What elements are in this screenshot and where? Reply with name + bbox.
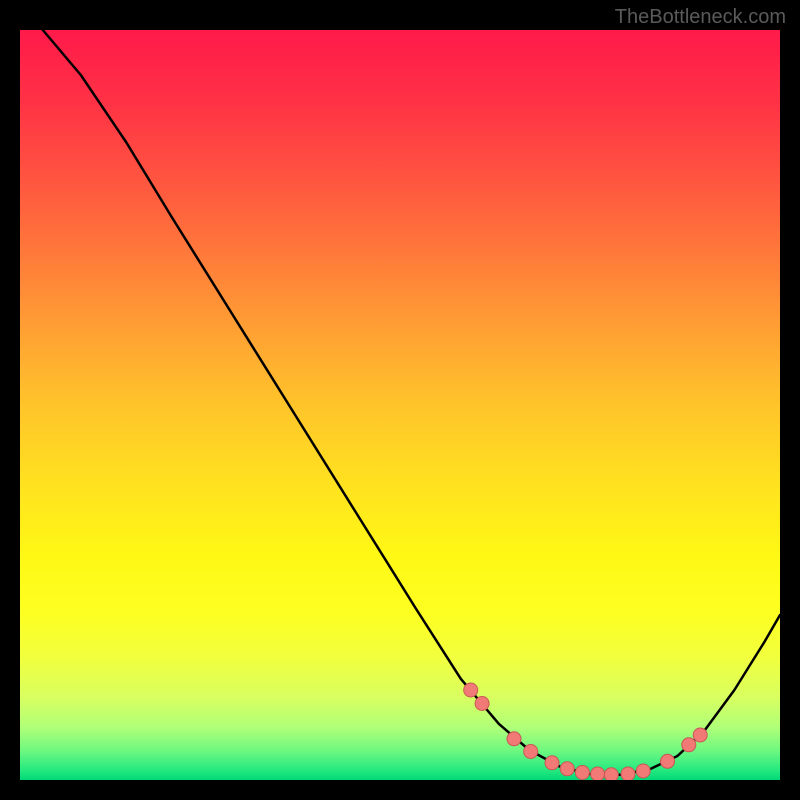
marker-point <box>575 766 589 780</box>
marker-point <box>621 767 635 780</box>
bottleneck-curve <box>43 30 780 775</box>
marker-point <box>591 767 605 780</box>
marker-point <box>464 683 478 697</box>
marker-point <box>604 768 618 780</box>
marker-point <box>636 764 650 778</box>
watermark-text: TheBottleneck.com <box>615 6 786 29</box>
marker-point <box>661 754 675 768</box>
marker-points <box>464 683 708 780</box>
marker-point <box>507 732 521 746</box>
marker-point <box>682 738 696 752</box>
curve-layer <box>20 30 780 780</box>
marker-point <box>560 762 574 776</box>
marker-point <box>545 756 559 770</box>
chart-plot-area <box>20 30 780 780</box>
marker-point <box>524 745 538 759</box>
marker-point <box>475 697 489 711</box>
marker-point <box>693 728 707 742</box>
